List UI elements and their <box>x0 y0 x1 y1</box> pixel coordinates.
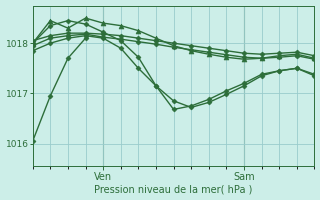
X-axis label: Pression niveau de la mer( hPa ): Pression niveau de la mer( hPa ) <box>94 184 253 194</box>
